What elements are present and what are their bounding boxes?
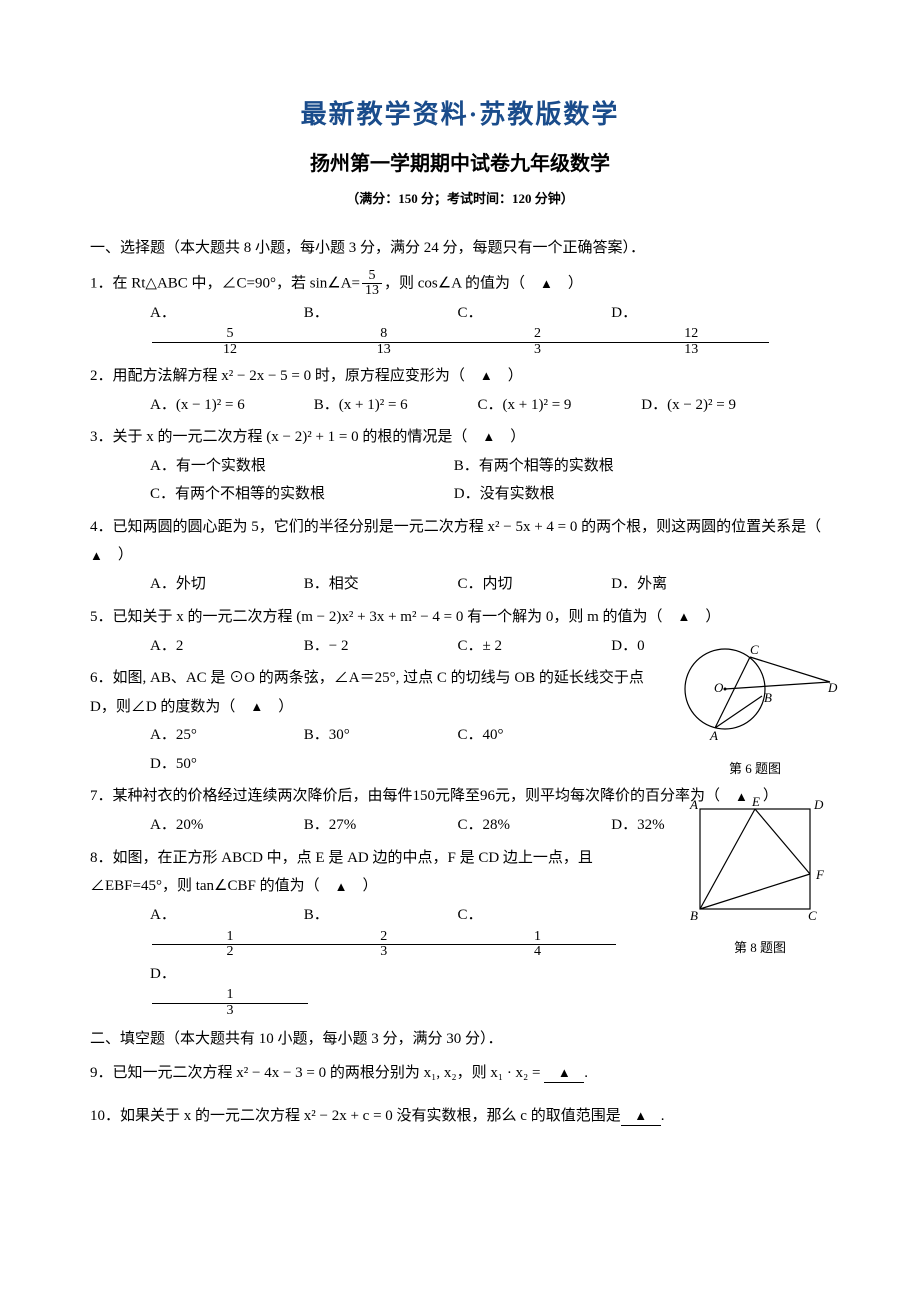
q4-stem: 4．已知两圆的圆心距为 5，它们的半径分别是一元二次方程 x² − 5x + 4…: [90, 519, 836, 564]
q1-opt-b: B．813: [304, 299, 454, 358]
q2-opt-c: C．(x + 1)² = 9: [478, 391, 638, 420]
doc-title: 扬州第一学期期中试卷九年级数学: [90, 145, 830, 183]
section-1-heading: 一、选择题（本大题共 8 小题，每小题 3 分，满分 24 分，每题只有一个正确…: [90, 234, 830, 263]
q8-stem: 8．如图，在正方形 ABCD 中，点 E 是 AD 边的中点，F 是 CD 边上…: [90, 850, 593, 895]
q1-opt-d: D．1213: [611, 299, 761, 358]
q1-stem-a: 1．在 Rt△ABC 中，∠C=90°，若 sin∠A=: [90, 275, 360, 291]
q4-opt-b: B．相交: [304, 570, 454, 599]
blank-triangle-icon: [678, 603, 691, 632]
blank-triangle-icon: [482, 423, 495, 452]
svg-text:A: A: [689, 797, 698, 812]
q10-stem-b: .: [661, 1108, 665, 1124]
question-4: 4．已知两圆的圆心距为 5，它们的半径分别是一元二次方程 x² − 5x + 4…: [90, 513, 830, 599]
question-3: 3．关于 x 的一元二次方程 (x − 2)² + 1 = 0 的根的情况是（ …: [90, 423, 830, 509]
blank-triangle-icon: [90, 542, 103, 571]
q6-opt-c: C．40°: [458, 721, 608, 750]
svg-text:D: D: [813, 797, 824, 812]
question-1: 1．在 Rt△ABC 中，∠C=90°，若 sin∠A=513，则 cos∠A …: [90, 269, 830, 358]
q2-options: A．(x − 1)² = 6 B．(x + 1)² = 6 C．(x + 1)²…: [90, 391, 830, 420]
q6-options: A．25° B．30° C．40° D．50°: [90, 721, 660, 778]
q2-opt-b: B．(x + 1)² = 6: [314, 391, 474, 420]
doc-subtitle: （满分：150 分；考试时间：120 分钟）: [90, 187, 830, 212]
q2-opt-a: A．(x − 1)² = 6: [150, 391, 310, 420]
q1-opt-a: A．512: [150, 299, 300, 358]
q7-opt-b: B．27%: [304, 811, 454, 840]
q8-opt-c: C．14: [458, 901, 608, 960]
blank-triangle-icon: [250, 693, 263, 722]
doc-supertitle: 最新教学资料·苏教版数学: [90, 90, 830, 139]
blank-triangle-icon: [540, 270, 553, 299]
section-2-heading: 二、填空题（本大题共有 10 小题，每小题 3 分，满分 30 分）．: [90, 1025, 830, 1054]
q7-opt-a: A．20%: [150, 811, 300, 840]
q1-opt-c: C．23: [458, 299, 608, 358]
fill-blank: [621, 1109, 661, 1126]
svg-text:C: C: [808, 908, 817, 923]
question-6: O C B D A 第 6 题图 6．如图, AB、AC 是 ⊙O 的两条弦，∠…: [90, 664, 830, 778]
blank-triangle-icon: [480, 362, 493, 391]
q8-opt-a: A．12: [150, 901, 300, 960]
svg-text:D: D: [827, 680, 838, 695]
q10-stem-a: 10．如果关于 x 的一元二次方程 x² − 2x + c = 0 没有实数根，…: [90, 1108, 621, 1124]
q1-stem-c: ）: [553, 275, 583, 291]
q6-opt-a: A．25°: [150, 721, 300, 750]
q8-opt-d: D．13: [150, 960, 300, 1019]
q8-figure-caption: 第 8 题图: [680, 936, 840, 961]
q9-stem-a: 9．已知一元二次方程 x² − 4x − 3 = 0 的两根分别为 x₁, x₂…: [90, 1065, 544, 1081]
q3-options: A．有一个实数根 B．有两个相等的实数根 C．有两个不相等的实数根 D．没有实数…: [90, 452, 830, 509]
q5-stem: 5．已知关于 x 的一元二次方程 (m − 2)x² + 3x + m² − 4…: [90, 609, 720, 625]
q4-opt-a: A．外切: [150, 570, 300, 599]
svg-text:E: E: [751, 794, 760, 809]
q2-opt-d: D．(x − 2)² = 9: [641, 391, 801, 420]
q6-opt-d: D．50°: [150, 750, 300, 779]
q9-stem-b: .: [584, 1065, 588, 1081]
q8-opt-b: B．23: [304, 901, 454, 960]
q6-opt-b: B．30°: [304, 721, 454, 750]
svg-text:C: C: [750, 642, 759, 657]
q4-opt-d: D．外离: [611, 570, 761, 599]
q5-opt-a: A．2: [150, 632, 300, 661]
q3-stem: 3．关于 x 的一元二次方程 (x − 2)² + 1 = 0 的根的情况是（ …: [90, 429, 525, 445]
q8-options: A．12 B．23 C．14 D．13: [90, 901, 660, 1019]
q2-stem: 2．用配方法解方程 x² − 2x − 5 = 0 时，原方程应变形为（ ）: [90, 368, 523, 384]
q3-opt-a: A．有一个实数根: [150, 452, 450, 481]
q6-stem: 6．如图, AB、AC 是 ⊙O 的两条弦，∠A＝25°, 过点 C 的切线与 …: [90, 670, 644, 715]
q5-opt-b: B．− 2: [304, 632, 454, 661]
q4-opt-c: C．内切: [458, 570, 608, 599]
q3-opt-c: C．有两个不相等的实数根: [150, 480, 450, 509]
q5-opt-c: C．± 2: [458, 632, 608, 661]
question-9: 9．已知一元二次方程 x² − 4x − 3 = 0 的两根分别为 x₁, x₂…: [90, 1059, 830, 1088]
question-8: A E D F B C 第 8 题图 8．如图，在正方形 ABCD 中，点 E …: [90, 844, 830, 1019]
question-10: 10．如果关于 x 的一元二次方程 x² − 2x + c = 0 没有实数根，…: [90, 1102, 830, 1131]
q1-options: A．512 B．813 C．23 D．1213: [90, 299, 830, 358]
q3-opt-d: D．没有实数根: [454, 480, 754, 509]
svg-text:A: A: [709, 728, 718, 743]
q4-options: A．外切 B．相交 C．内切 D．外离: [90, 570, 830, 599]
svg-text:F: F: [815, 867, 825, 882]
fill-blank: [544, 1066, 584, 1083]
q7-stem: 7．某种衬衣的价格经过连续两次降价后，由每件150元降至96元，则平均每次降价的…: [90, 788, 778, 804]
circle-diagram-icon: O C B D A: [670, 634, 840, 744]
svg-text:O: O: [714, 680, 724, 695]
blank-triangle-icon: [634, 1109, 647, 1124]
q1-stem-b: ，则 cos∠A 的值为（: [384, 275, 540, 291]
q8-figure: A E D F B C 第 8 题图: [680, 794, 840, 961]
svg-text:B: B: [690, 908, 698, 923]
square-diagram-icon: A E D F B C: [680, 794, 840, 924]
q1-frac: 513: [362, 269, 382, 299]
question-2: 2．用配方法解方程 x² − 2x − 5 = 0 时，原方程应变形为（ ） A…: [90, 362, 830, 419]
q3-opt-b: B．有两个相等的实数根: [454, 452, 754, 481]
blank-triangle-icon: [558, 1066, 571, 1081]
blank-triangle-icon: [335, 873, 348, 902]
svg-text:B: B: [764, 690, 772, 705]
q6-figure: O C B D A 第 6 题图: [670, 634, 840, 781]
q6-figure-caption: 第 6 题图: [670, 757, 840, 782]
q7-opt-c: C．28%: [458, 811, 608, 840]
